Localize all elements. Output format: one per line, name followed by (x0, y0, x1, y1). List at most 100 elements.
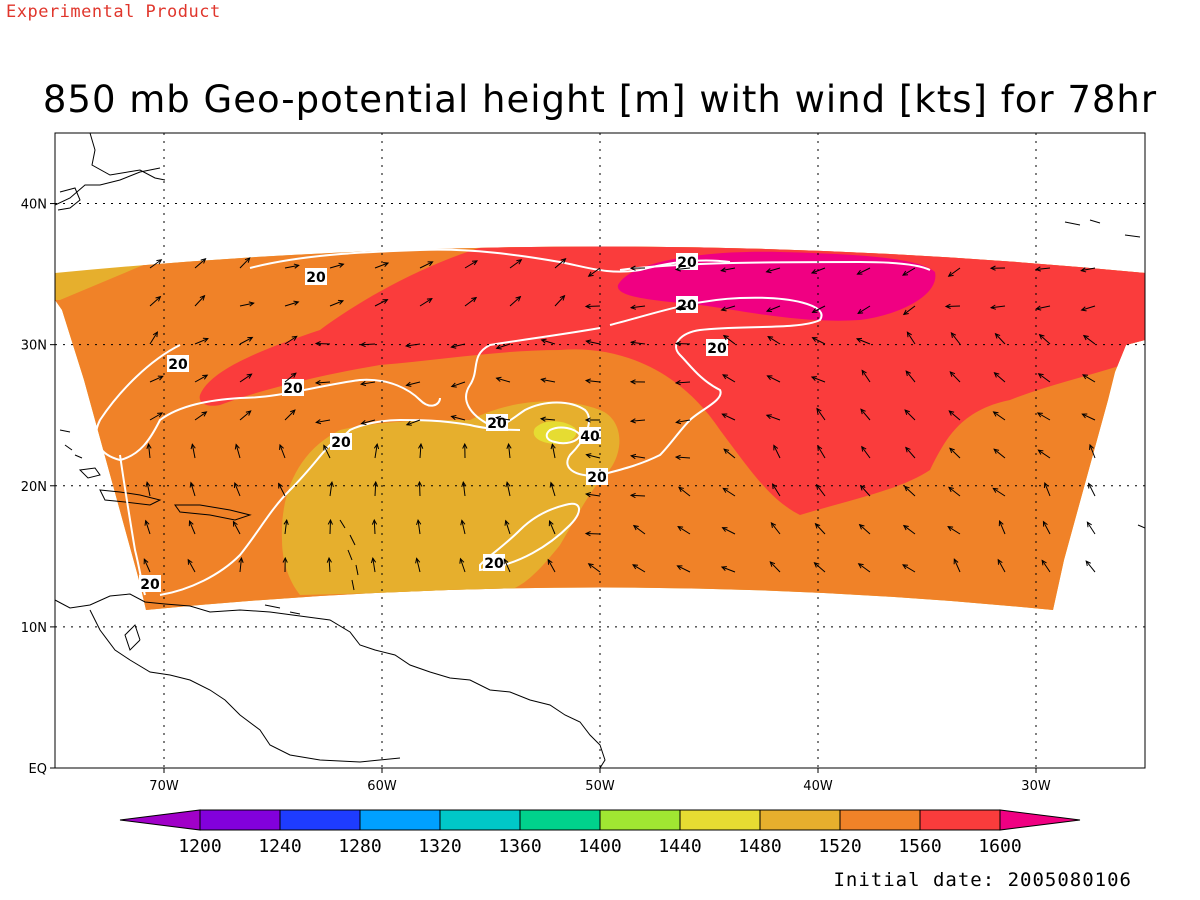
wind-arrow (902, 524, 916, 535)
wind-arrow (1080, 305, 1096, 312)
wind-arrow (861, 445, 871, 459)
y-tick-label: EQ (29, 762, 47, 777)
wind-arrow (992, 487, 1006, 497)
wind-arrow (547, 558, 556, 573)
wind-arrow (374, 262, 390, 269)
wind-arrow (765, 414, 781, 421)
wind-arrow (284, 335, 298, 345)
wind-arrow (814, 522, 826, 535)
colorbar-segment (519, 809, 601, 831)
lat-lon-grid (55, 133, 1145, 768)
wind-arrow (947, 267, 961, 277)
wind-arrow (239, 336, 254, 345)
wind-arrow (239, 410, 252, 421)
wind-arrow (992, 411, 1006, 421)
wind-arrow (1088, 482, 1096, 497)
wind-arrow (450, 414, 466, 421)
wind-arrow (327, 518, 333, 535)
wind-arrow (769, 561, 781, 573)
wind-arrow (811, 337, 826, 345)
wind-arrow (587, 267, 601, 277)
wind-arrow (584, 531, 601, 537)
svg-text:40: 40 (580, 429, 600, 445)
wind-arrow (417, 480, 423, 497)
wind-arrow (539, 416, 556, 422)
wind-arrow (953, 558, 961, 573)
wind-arrow (629, 265, 646, 271)
colorbar-label: 1280 (338, 836, 381, 857)
wind-arrow (450, 381, 466, 388)
colorbar-label: 1360 (498, 836, 541, 857)
wind-arrow (678, 486, 691, 497)
wind-arrow (629, 379, 646, 385)
y-tick-label: 40N (21, 198, 47, 213)
colorbar-high-arrow (999, 809, 1081, 831)
wind-arrow (372, 480, 379, 497)
wind-arrow (1038, 333, 1051, 345)
wind-arrow (415, 557, 421, 573)
wind-arrow (944, 303, 961, 309)
wind-arrow (629, 492, 646, 499)
x-tick-label: 70W (149, 779, 179, 794)
wind-arrow (371, 518, 378, 535)
wind-arrow (554, 294, 566, 307)
contour-label: 20 (282, 379, 304, 397)
wind-arrow (239, 373, 253, 383)
colorbar-label: 1480 (738, 836, 781, 857)
colorbar-segment (199, 809, 281, 831)
wind-arrow (149, 331, 159, 345)
wind-arrow (989, 265, 1006, 271)
colorbar-segment (919, 809, 1001, 831)
wind-arrow (584, 303, 601, 309)
wind-arrow (816, 407, 826, 421)
wind-arrow (810, 376, 826, 383)
wind-arrow (630, 453, 646, 460)
wind-arrow (1080, 267, 1096, 273)
wind-arrow (721, 527, 736, 535)
wind-arrow (418, 442, 424, 459)
y-tick-label: 20N (21, 480, 47, 495)
wind-arrow (315, 419, 331, 425)
wind-arrow (283, 518, 289, 535)
wind-arrow (1086, 521, 1096, 535)
contour-label: 20 (139, 575, 161, 593)
wind-arrow (629, 340, 646, 346)
svg-text:20: 20 (306, 270, 326, 286)
wind-arrow (767, 335, 781, 345)
wind-arrow (1036, 412, 1051, 421)
wind-arrow (770, 522, 781, 535)
wind-arrow (189, 481, 196, 497)
wind-arrow (279, 443, 286, 459)
wind-arrow (674, 341, 691, 347)
contour-label: 20 (167, 355, 189, 373)
wind-arrow (464, 296, 478, 307)
wind-arrow (949, 371, 961, 383)
wind-arrow (374, 299, 389, 307)
contour-label: 20 (706, 339, 728, 357)
colorbar-segment (599, 809, 681, 831)
wind-arrow (495, 376, 511, 383)
wind-arrow (905, 446, 916, 459)
wind-arrow (905, 370, 916, 383)
coastlines (55, 133, 1145, 768)
wind-arrow (720, 566, 736, 573)
wind-arrow (857, 563, 871, 573)
wind-arrow (904, 409, 916, 421)
colorbar-label: 1200 (178, 836, 221, 857)
wind-arrow (461, 480, 467, 497)
wind-vectors (143, 257, 1096, 573)
wind-arrow (495, 343, 511, 350)
wind-arrow (948, 410, 961, 421)
wind-arrow (284, 263, 300, 269)
wind-arrow (194, 337, 209, 345)
svg-text:20: 20 (283, 381, 303, 397)
svg-text:20: 20 (587, 470, 607, 486)
wind-arrow (856, 267, 871, 275)
wind-arrow (145, 481, 151, 497)
wind-arrow (947, 525, 961, 535)
x-tick-label: 60W (367, 779, 397, 794)
colorbar-segment (279, 809, 361, 831)
wind-arrow (765, 267, 781, 274)
wind-arrow (722, 374, 736, 383)
